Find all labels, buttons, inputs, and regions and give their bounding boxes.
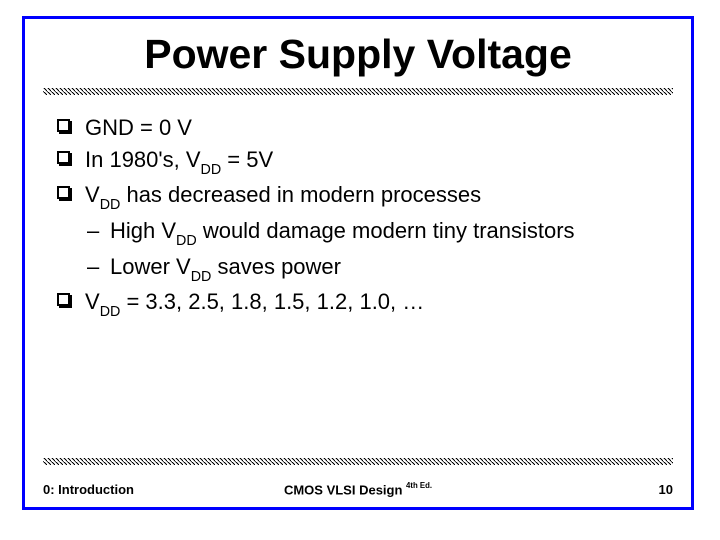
dash-icon: –	[87, 216, 99, 246]
content-area: GND = 0 V In 1980's, VDD = 5V VDD has de…	[25, 95, 691, 321]
footer-center-main: CMOS VLSI Design	[284, 482, 402, 497]
slide-title: Power Supply Voltage	[25, 31, 691, 78]
title-area: Power Supply Voltage	[25, 19, 691, 84]
slide-frame: Power Supply Voltage GND = 0 V In 1980's…	[22, 16, 694, 510]
bullet-3-pre: V	[85, 182, 100, 207]
bullet-2: In 1980's, VDD = 5V	[55, 145, 681, 179]
bullet-3b: – Lower VDD saves power	[55, 252, 681, 286]
bullet-4-sub: DD	[100, 304, 121, 320]
bullet-1: GND = 0 V	[55, 113, 681, 143]
bullet-3b-pre: Lower V	[110, 254, 191, 279]
bullet-4-pre: V	[85, 289, 100, 314]
bullet-2-sub: DD	[201, 162, 222, 178]
bullet-3-post: has decreased in modern processes	[120, 182, 481, 207]
bullet-3a-sub: DD	[176, 233, 197, 249]
bullet-3a-pre: High V	[110, 218, 176, 243]
bullet-4: VDD = 3.3, 2.5, 1.8, 1.5, 1.2, 1.0, …	[55, 287, 681, 321]
footer-center-sup: 4th Ed.	[406, 481, 432, 490]
bullet-2-pre: In 1980's, V	[85, 147, 201, 172]
bullet-3a: – High VDD would damage modern tiny tran…	[55, 216, 681, 250]
bullet-3b-post: saves power	[211, 254, 341, 279]
bullet-3a-post: would damage modern tiny transistors	[197, 218, 575, 243]
title-divider	[43, 88, 673, 95]
bullet-3: VDD has decreased in modern processes	[55, 180, 681, 214]
bullet-1-text: GND = 0 V	[85, 115, 192, 140]
footer-center: CMOS VLSI Design 4th Ed.	[43, 482, 673, 497]
dash-icon: –	[87, 252, 99, 282]
bullet-2-post: = 5V	[221, 147, 273, 172]
bullet-3-sub: DD	[100, 197, 121, 213]
footer-divider	[43, 458, 673, 465]
bullet-4-post: = 3.3, 2.5, 1.8, 1.5, 1.2, 1.0, …	[120, 289, 424, 314]
bullet-3b-sub: DD	[191, 269, 212, 285]
footer-right: 10	[659, 482, 673, 497]
